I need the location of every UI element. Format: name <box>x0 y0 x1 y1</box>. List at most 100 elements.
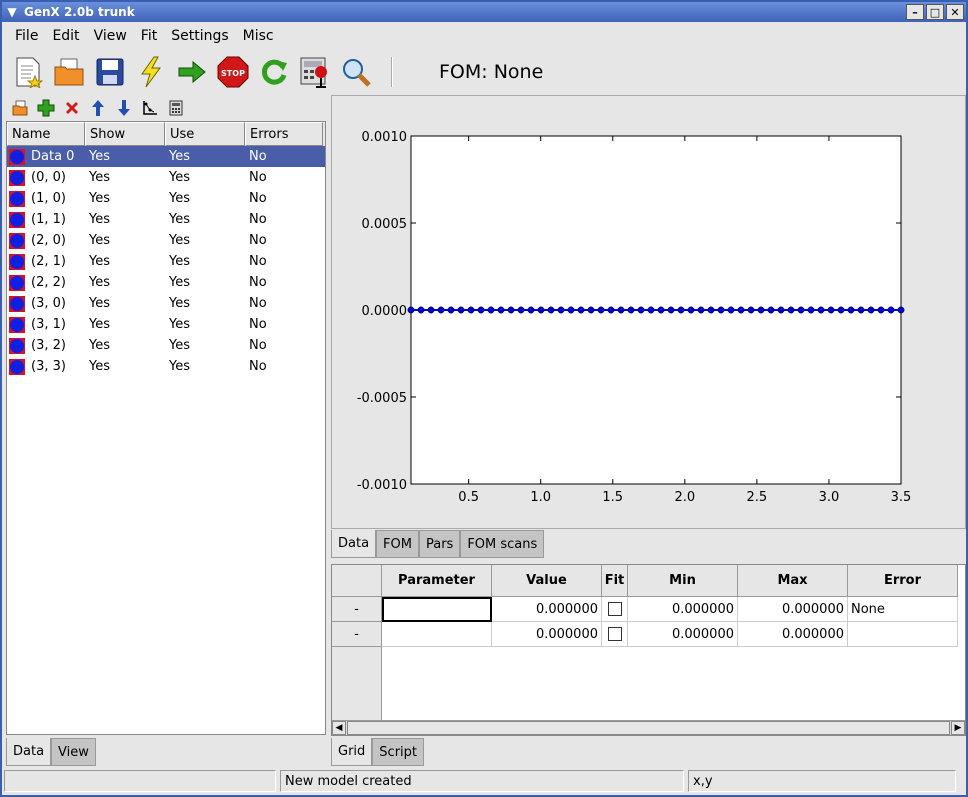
scroll-left-icon[interactable]: ◀ <box>332 721 346 735</box>
data-list-row[interactable]: (1, 0) Yes Yes No <box>7 188 325 209</box>
plot-settings-icon[interactable] <box>140 98 160 118</box>
dataset-name-cell[interactable]: (1, 0) <box>7 190 85 207</box>
data-list-row[interactable]: (3, 2) Yes Yes No <box>7 335 325 356</box>
menu-view[interactable]: View <box>93 28 127 44</box>
dataset-color-icon[interactable] <box>9 358 25 375</box>
max-cell[interactable]: 0.000000 <box>738 622 848 647</box>
tab-view[interactable]: View <box>51 738 96 766</box>
scroll-right-icon[interactable]: ▶ <box>951 721 965 735</box>
close-icon[interactable]: ✕ <box>946 4 964 20</box>
menu-file[interactable]: File <box>15 28 39 44</box>
dataset-errors[interactable]: No <box>249 254 267 269</box>
dataset-errors[interactable]: No <box>249 212 267 227</box>
dataset-color-icon[interactable] <box>9 316 25 333</box>
dataset-name-cell[interactable]: (0, 0) <box>7 169 85 186</box>
dataset-use[interactable]: Yes <box>169 254 190 269</box>
grid-header-parameter[interactable]: Parameter <box>382 565 492 597</box>
dataset-use[interactable]: Yes <box>169 149 190 164</box>
dataset-name-cell[interactable]: (2, 1) <box>7 253 85 270</box>
data-list-row[interactable]: (3, 0) Yes Yes No <box>7 293 325 314</box>
dataset-show[interactable]: Yes <box>89 233 110 248</box>
dataset-use[interactable]: Yes <box>169 191 190 206</box>
dataset-color-icon[interactable] <box>9 148 25 165</box>
grid-corner[interactable] <box>332 565 382 597</box>
dataset-color-icon[interactable] <box>9 190 25 207</box>
dataset-errors[interactable]: No <box>249 338 267 353</box>
grid-row-label[interactable]: - <box>332 622 382 647</box>
grid-header-error[interactable]: Error <box>848 565 958 597</box>
dataset-use[interactable]: Yes <box>169 233 190 248</box>
simulate-lightning-icon[interactable] <box>133 54 169 90</box>
dataset-errors[interactable]: No <box>249 275 267 290</box>
dataset-name-cell[interactable]: (2, 0) <box>7 232 85 249</box>
minimize-icon[interactable]: – <box>906 4 924 20</box>
min-cell[interactable]: 0.000000 <box>628 622 738 647</box>
calculator-icon[interactable] <box>166 98 186 118</box>
dataset-name-cell[interactable]: (3, 0) <box>7 295 85 312</box>
dataset-show[interactable]: Yes <box>89 254 110 269</box>
menu-misc[interactable]: Misc <box>242 28 274 44</box>
add-data-icon[interactable] <box>36 98 56 118</box>
dataset-use[interactable]: Yes <box>169 317 190 332</box>
dataset-color-icon[interactable] <box>9 337 25 354</box>
dataset-name-cell[interactable]: (3, 1) <box>7 316 85 333</box>
tab-fom[interactable]: FOM <box>376 530 419 558</box>
open-folder-icon[interactable] <box>51 54 87 90</box>
tab-pars[interactable]: Pars <box>418 530 461 558</box>
max-cell[interactable]: 0.000000 <box>738 597 848 622</box>
dataset-color-icon[interactable] <box>9 253 25 270</box>
dataset-errors[interactable]: No <box>249 233 267 248</box>
tab-data[interactable]: Data <box>6 738 52 766</box>
import-data-icon[interactable] <box>10 98 30 118</box>
delete-data-icon[interactable] <box>62 98 82 118</box>
dataset-use[interactable]: Yes <box>169 275 190 290</box>
dataset-show[interactable]: Yes <box>89 212 110 227</box>
zoom-magnifier-icon[interactable] <box>338 54 374 90</box>
dataset-name-cell[interactable]: (1, 1) <box>7 211 85 228</box>
min-cell[interactable]: 0.000000 <box>628 597 738 622</box>
fit-cell[interactable] <box>602 597 628 622</box>
dataset-errors[interactable]: No <box>249 149 267 164</box>
dataset-color-icon[interactable] <box>9 232 25 249</box>
dataset-color-icon[interactable] <box>9 295 25 312</box>
data-list-row[interactable]: (2, 2) Yes Yes No <box>7 272 325 293</box>
move-up-icon[interactable] <box>88 98 108 118</box>
save-icon[interactable] <box>92 54 128 90</box>
dataset-color-icon[interactable] <box>9 169 25 186</box>
grid-horizontal-scrollbar[interactable]: ◀ ▶ <box>332 720 965 735</box>
grid-header-value[interactable]: Value <box>492 565 602 597</box>
dataset-name-cell[interactable]: (3, 3) <box>7 358 85 375</box>
error-cell[interactable] <box>848 622 958 647</box>
data-plot[interactable]: 0.5 1.0 1.5 2.0 2.5 3.0 3.5 0.0010 0.0005 0.0000 -… <box>332 96 965 528</box>
stop-icon[interactable]: STOP <box>215 54 251 90</box>
system-menu-icon[interactable]: ▼ <box>7 5 17 19</box>
tab-plot-data[interactable]: Data <box>331 530 377 558</box>
dataset-errors[interactable]: No <box>249 359 267 374</box>
dataset-use[interactable]: Yes <box>169 359 190 374</box>
scrollbar-thumb[interactable] <box>347 721 950 735</box>
dataset-color-icon[interactable] <box>9 211 25 228</box>
column-header-show[interactable]: Show <box>85 122 165 146</box>
maximize-icon[interactable]: □ <box>926 4 944 20</box>
dataset-use[interactable]: Yes <box>169 212 190 227</box>
dataset-errors[interactable]: No <box>249 191 267 206</box>
menu-settings[interactable]: Settings <box>171 28 229 44</box>
restart-fit-icon[interactable] <box>256 54 292 90</box>
menu-fit[interactable]: Fit <box>140 28 158 44</box>
dataset-show[interactable]: Yes <box>89 191 110 206</box>
column-header-errors[interactable]: Errors <box>245 122 323 146</box>
data-list-row[interactable]: (3, 3) Yes Yes No <box>7 356 325 377</box>
fit-cell[interactable] <box>602 622 628 647</box>
dataset-errors[interactable]: No <box>249 296 267 311</box>
dataset-show[interactable]: Yes <box>89 338 110 353</box>
data-list-row[interactable]: (2, 0) Yes Yes No <box>7 230 325 251</box>
dataset-name-cell[interactable]: (3, 2) <box>7 337 85 354</box>
fit-checkbox[interactable] <box>607 602 622 616</box>
dataset-show[interactable]: Yes <box>89 275 110 290</box>
grid-row-label[interactable]: - <box>332 597 382 622</box>
new-file-icon[interactable] <box>10 54 46 90</box>
dataset-name-cell[interactable]: (2, 2) <box>7 274 85 291</box>
parameter-cell[interactable] <box>382 622 492 647</box>
dataset-show[interactable]: Yes <box>89 359 110 374</box>
move-down-icon[interactable] <box>114 98 134 118</box>
